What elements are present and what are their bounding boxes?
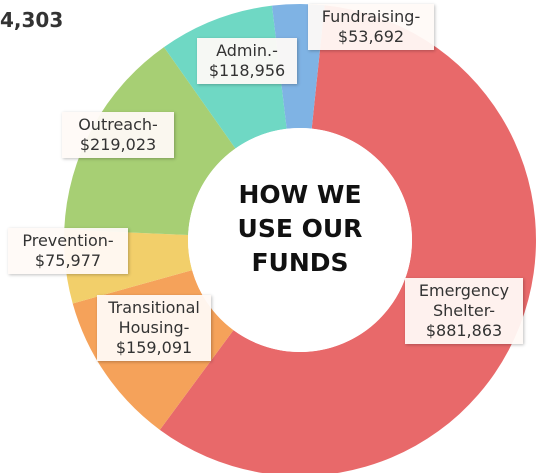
- slice-label: Transitional Housing- $159,091: [97, 295, 211, 361]
- value-label: $881,863: [425, 321, 503, 340]
- value-label: $53,692: [337, 27, 405, 46]
- slice-label: Prevention- $75,977: [8, 228, 128, 274]
- slice-label: Admin.- $118,956: [197, 38, 297, 84]
- slice-label: Emergency Shelter- $881,863: [405, 278, 523, 344]
- category-label: Prevention-: [22, 231, 114, 250]
- category-label: Outreach-: [78, 115, 158, 134]
- chart-title: HOW WE USE OUR FUNDS: [237, 180, 363, 277]
- slice-label: Outreach- $219,023: [62, 112, 174, 158]
- value-label: $219,023: [79, 135, 157, 154]
- total-text: 4,303: [0, 8, 64, 32]
- value-label: $75,977: [34, 251, 102, 270]
- category-label: Transitional Housing-: [108, 298, 200, 337]
- category-label: Fundraising-: [321, 7, 421, 26]
- donut-hole: [188, 128, 412, 352]
- value-label: $159,091: [115, 338, 193, 357]
- category-label: Admin.-: [216, 41, 278, 60]
- value-label: $118,956: [208, 61, 286, 80]
- slice-label: Fundraising- $53,692: [308, 4, 434, 50]
- slice: [159, 5, 536, 473]
- category-label: Emergency Shelter-: [418, 281, 510, 320]
